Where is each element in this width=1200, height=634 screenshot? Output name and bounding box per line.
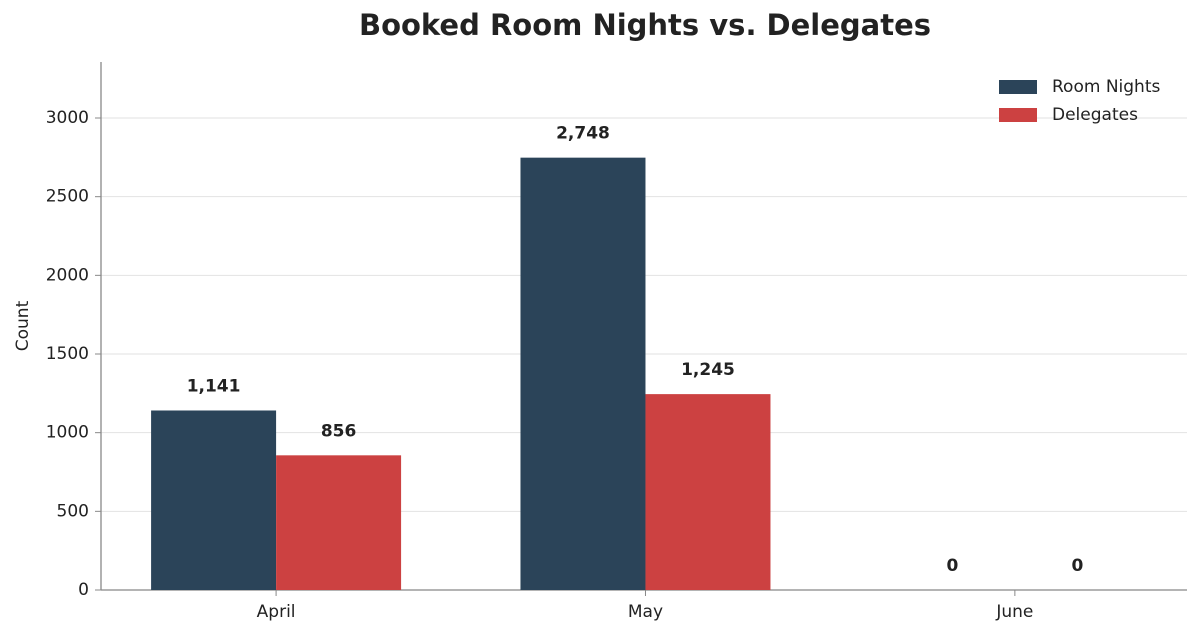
legend-label: Delegates (1052, 105, 1138, 125)
y-tick-label: 2500 (46, 187, 89, 207)
value-label: 856 (321, 421, 357, 441)
legend-swatch (999, 108, 1037, 122)
bar (276, 455, 402, 590)
legend-label: Room Nights (1052, 77, 1160, 97)
y-tick-label: 1000 (46, 423, 89, 443)
y-tick-label: 3000 (46, 108, 89, 128)
bar (645, 394, 771, 590)
y-axis-label: Count (13, 300, 33, 351)
value-label: 0 (1071, 556, 1083, 576)
x-tick-label: April (257, 602, 296, 622)
legend-swatch (999, 80, 1037, 94)
value-label: 1,141 (187, 376, 241, 396)
value-label: 1,245 (681, 360, 735, 380)
value-label: 2,748 (556, 124, 610, 144)
y-tick-label: 1500 (46, 344, 89, 364)
x-tick-label: June (995, 602, 1033, 622)
bar (520, 157, 646, 590)
bar (151, 410, 277, 590)
y-tick-label: 0 (78, 580, 89, 600)
x-tick-label: May (628, 602, 663, 622)
chart-title: Booked Room Nights vs. Delegates (359, 8, 931, 42)
y-tick-label: 500 (57, 501, 89, 521)
y-tick-label: 2000 (46, 265, 89, 285)
value-label: 0 (946, 556, 958, 576)
